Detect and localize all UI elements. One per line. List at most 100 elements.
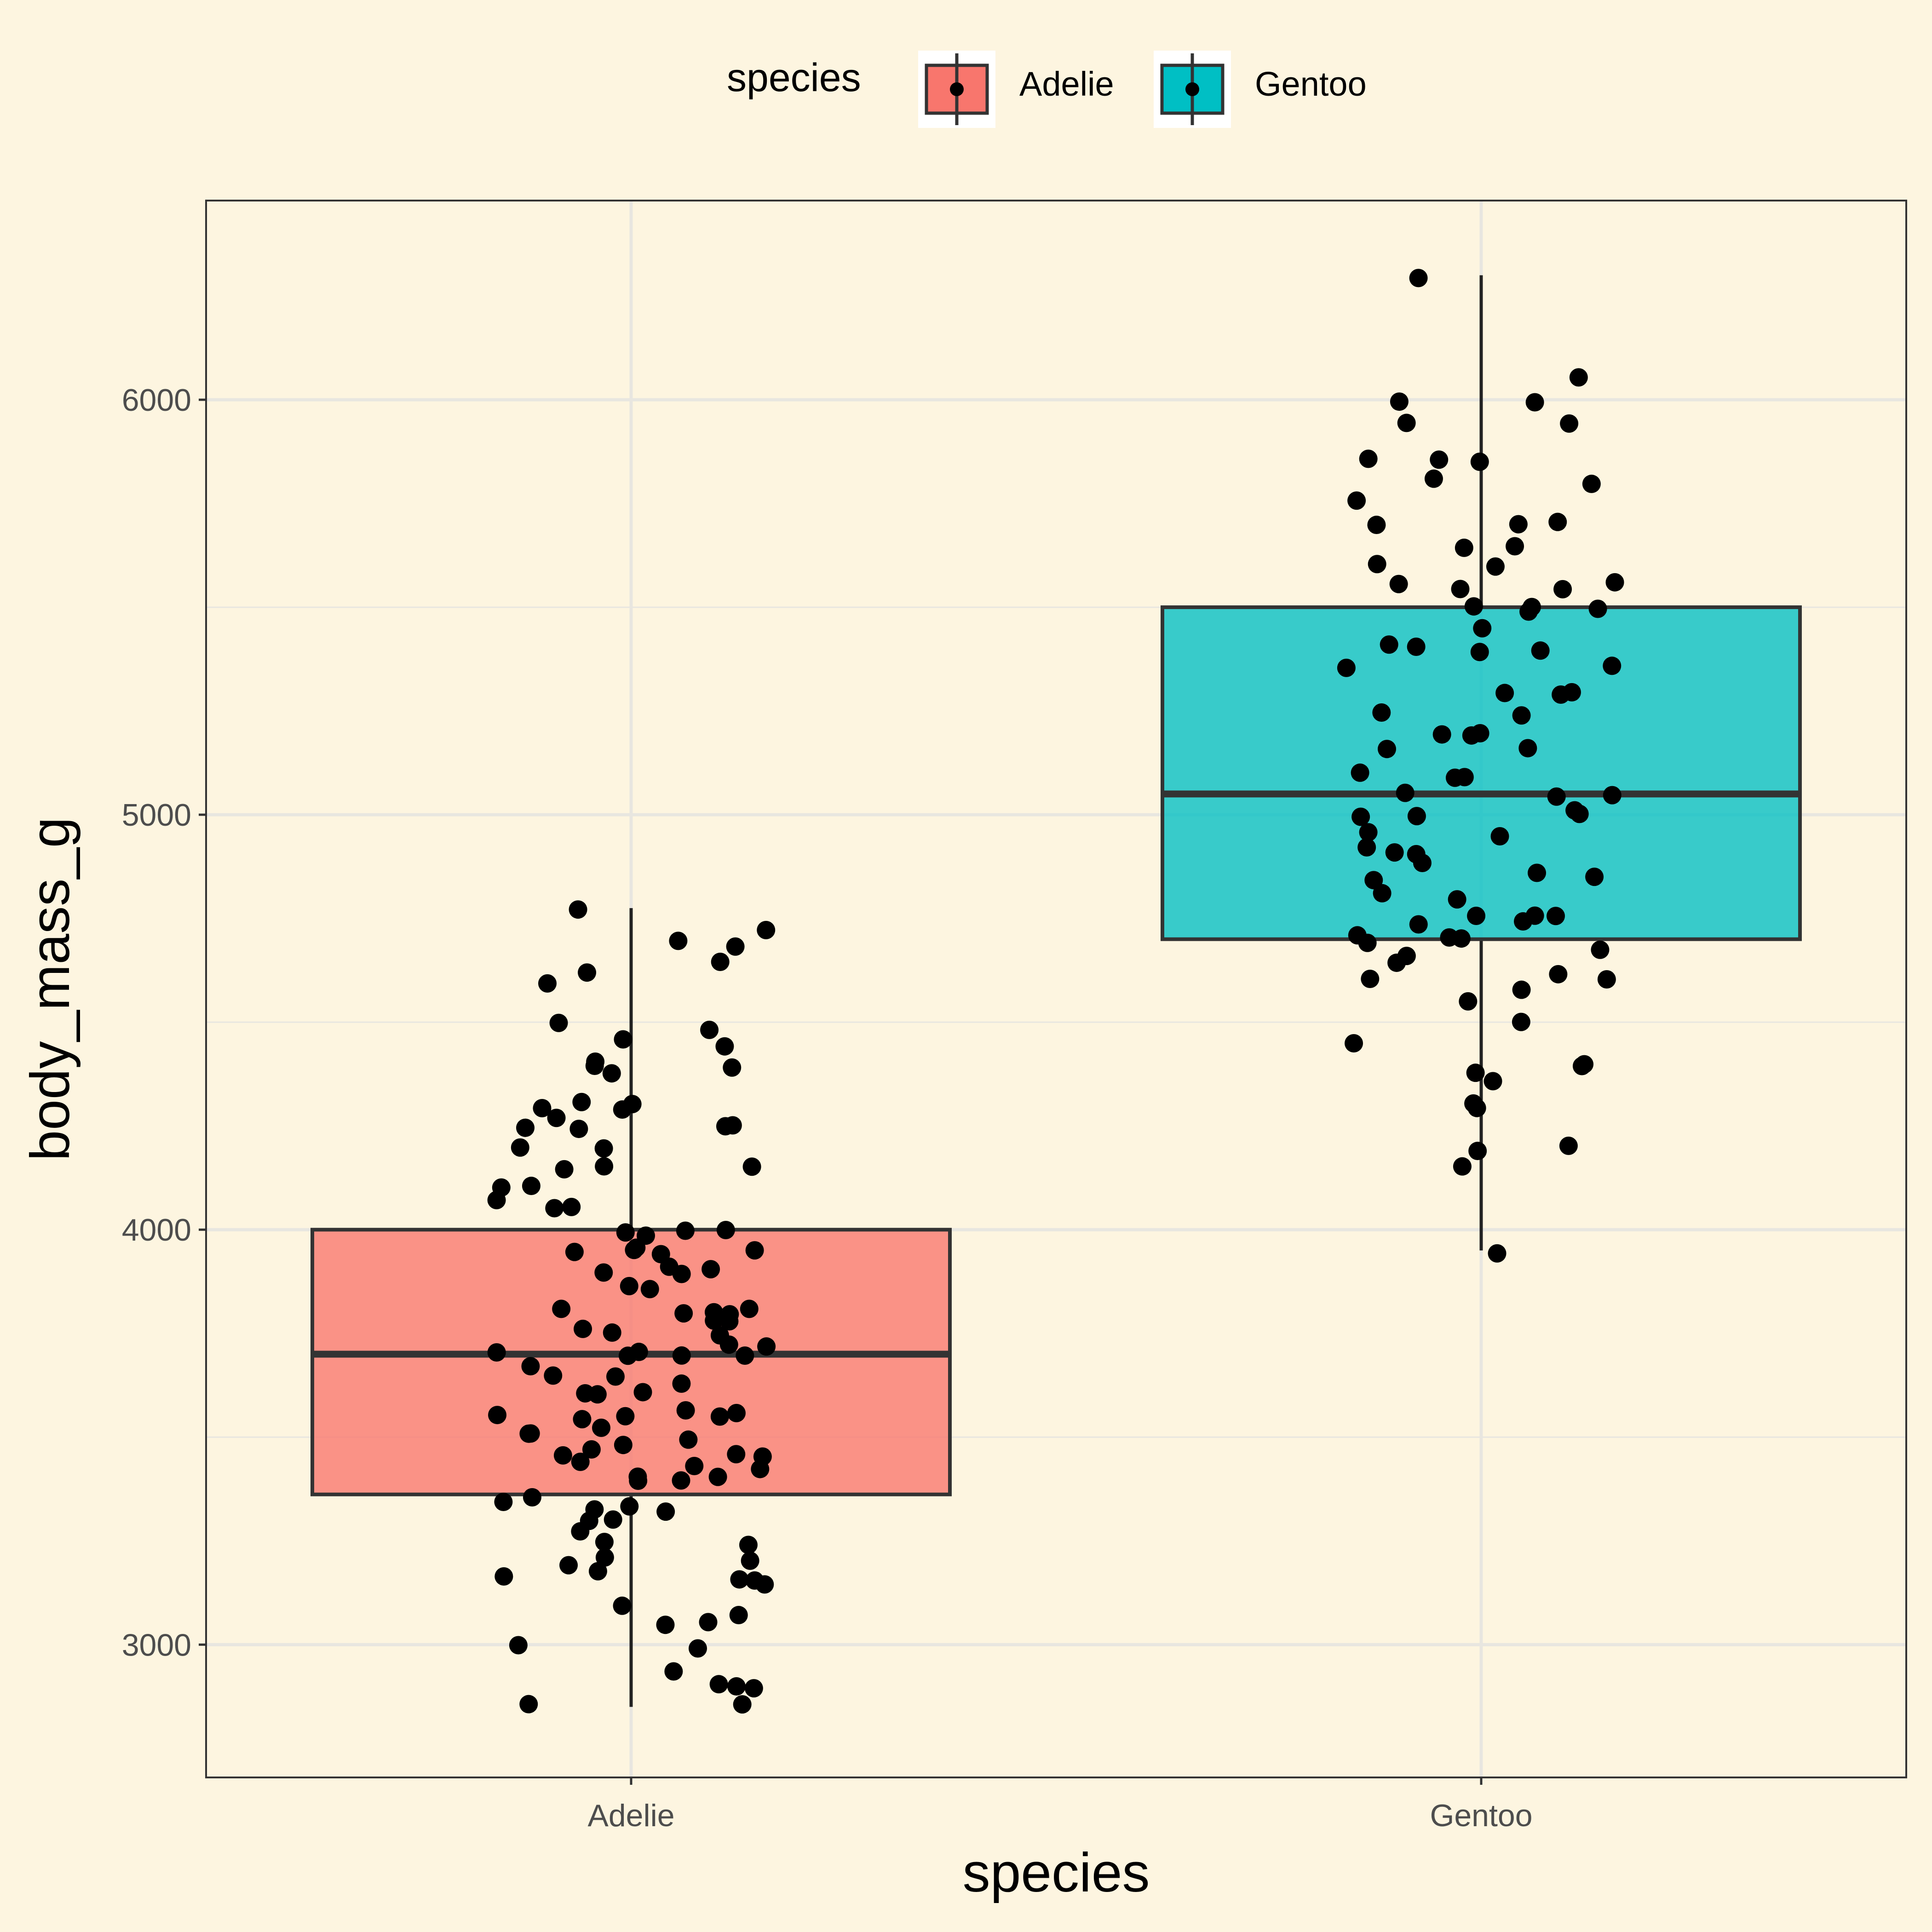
- data-point-gentoo: [1359, 823, 1378, 842]
- data-point-adelie: [572, 1092, 591, 1111]
- data-point-gentoo: [1397, 414, 1416, 432]
- data-point-adelie: [711, 952, 730, 971]
- data-point-adelie: [595, 1548, 614, 1567]
- data-point-gentoo: [1455, 768, 1474, 787]
- data-point-adelie: [519, 1695, 538, 1714]
- data-point-adelie: [716, 1117, 735, 1136]
- data-point-gentoo: [1347, 491, 1366, 510]
- data-point-gentoo: [1459, 992, 1478, 1011]
- data-point-adelie: [565, 1242, 584, 1261]
- data-point-gentoo: [1603, 656, 1622, 675]
- data-point-adelie: [523, 1488, 541, 1507]
- data-point-adelie: [751, 1460, 770, 1478]
- data-point-gentoo: [1397, 947, 1416, 966]
- data-point-adelie: [699, 1613, 718, 1632]
- data-point-adelie: [594, 1263, 613, 1282]
- data-point-adelie: [604, 1510, 622, 1529]
- data-point-adelie: [664, 1662, 683, 1681]
- panel-background: [206, 201, 1906, 1777]
- data-point-adelie: [739, 1535, 758, 1554]
- data-point-adelie: [656, 1502, 675, 1521]
- data-point-adelie: [688, 1639, 707, 1658]
- data-point-adelie: [740, 1300, 759, 1318]
- data-point-gentoo: [1603, 786, 1622, 805]
- data-point-adelie: [613, 1100, 632, 1119]
- data-point-adelie: [727, 1445, 746, 1464]
- data-point-adelie: [633, 1383, 652, 1402]
- data-point-gentoo: [1470, 643, 1489, 661]
- data-point-adelie: [573, 1410, 592, 1429]
- data-point-gentoo: [1385, 843, 1404, 862]
- data-point-adelie: [613, 1596, 632, 1615]
- data-point-gentoo: [1368, 555, 1386, 574]
- data-point-adelie: [755, 1575, 774, 1594]
- data-point-gentoo: [1528, 863, 1547, 882]
- data-point-gentoo: [1432, 725, 1451, 744]
- data-point-adelie: [700, 1020, 719, 1039]
- data-point-gentoo: [1409, 915, 1428, 934]
- data-point-adelie: [629, 1472, 648, 1490]
- x-tick-label: Gentoo: [1430, 1798, 1532, 1833]
- data-point-gentoo: [1359, 449, 1378, 468]
- data-point-gentoo: [1513, 912, 1532, 931]
- data-point-gentoo: [1531, 641, 1550, 660]
- grid-layer: [206, 201, 1906, 1777]
- data-point-adelie: [576, 1384, 595, 1403]
- data-point-gentoo: [1512, 1012, 1530, 1031]
- data-point-adelie: [616, 1223, 635, 1242]
- data-point-gentoo: [1345, 1034, 1363, 1052]
- data-point-adelie: [571, 1522, 590, 1541]
- data-point-gentoo: [1486, 557, 1505, 576]
- data-point-adelie: [656, 1616, 675, 1634]
- data-point-adelie: [519, 1424, 538, 1443]
- data-point-gentoo: [1409, 269, 1428, 288]
- data-point-adelie: [733, 1695, 752, 1714]
- data-point-adelie: [544, 1366, 563, 1385]
- data-point-gentoo: [1451, 580, 1470, 598]
- data-point-gentoo: [1484, 1072, 1502, 1091]
- legend: species Adelie Gentoo: [727, 51, 1367, 128]
- data-point-adelie: [708, 1467, 727, 1486]
- data-point-adelie: [509, 1636, 528, 1655]
- data-point-gentoo: [1547, 787, 1566, 806]
- x-tick-label: Adelie: [587, 1798, 674, 1833]
- data-point-adelie: [538, 974, 557, 993]
- data-point-gentoo: [1570, 805, 1589, 823]
- data-point-adelie: [522, 1177, 540, 1196]
- data-point-gentoo: [1357, 838, 1376, 857]
- data-point-gentoo: [1367, 516, 1386, 535]
- panel-border: [205, 200, 1907, 1778]
- legend-label-gentoo: Gentoo: [1255, 65, 1367, 103]
- data-point-adelie: [614, 1436, 632, 1455]
- data-point-adelie: [602, 1064, 621, 1083]
- data-point-adelie: [588, 1562, 607, 1581]
- data-point-gentoo: [1591, 940, 1610, 959]
- data-point-gentoo: [1562, 683, 1581, 702]
- data-point-adelie: [562, 1197, 581, 1216]
- data-point-gentoo: [1512, 980, 1531, 999]
- data-point-gentoo: [1372, 703, 1391, 722]
- data-point-gentoo: [1509, 515, 1528, 534]
- data-point-adelie: [606, 1367, 625, 1386]
- data-point-adelie: [720, 1312, 739, 1331]
- data-point-adelie: [603, 1323, 621, 1342]
- data-point-adelie: [594, 1139, 613, 1158]
- data-point-adelie: [494, 1492, 513, 1511]
- data-point-adelie: [595, 1157, 614, 1176]
- data-point-adelie: [676, 1221, 695, 1240]
- data-point-adelie: [578, 963, 597, 982]
- data-point-adelie: [555, 1160, 574, 1179]
- legend-label-adelie: Adelie: [1019, 65, 1114, 103]
- data-point-adelie: [727, 1677, 746, 1696]
- data-point-gentoo: [1585, 868, 1604, 886]
- legend-key-adelie: [918, 51, 995, 128]
- data-point-adelie: [723, 1058, 742, 1077]
- data-point-adelie: [559, 1556, 578, 1575]
- data-point-adelie: [742, 1157, 761, 1176]
- data-point-gentoo: [1525, 393, 1544, 412]
- data-point-gentoo: [1582, 474, 1601, 493]
- data-point-gentoo: [1605, 573, 1624, 592]
- x-axis-title: species: [963, 1842, 1150, 1903]
